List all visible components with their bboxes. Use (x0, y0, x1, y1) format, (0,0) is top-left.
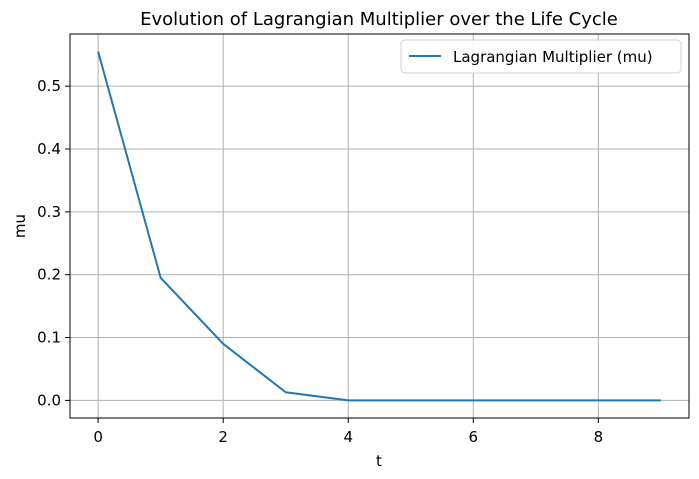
x-tick-label: 0 (93, 428, 103, 446)
y-tick-label: 0.4 (37, 140, 61, 158)
chart-title: Evolution of Lagrangian Multiplier over … (140, 9, 618, 30)
plot-frame (69, 33, 690, 419)
y-tick-label: 0.2 (37, 266, 61, 284)
series-line (97, 51, 661, 402)
x-tick-label: 6 (469, 428, 479, 446)
x-tick-label: 2 (218, 428, 228, 446)
y-axis-label: mu (11, 214, 29, 238)
legend-label: Lagrangian Multiplier (mu) (453, 48, 653, 66)
x-axis-label: t (376, 452, 382, 470)
x-tick-label: 8 (594, 428, 604, 446)
legend-box (400, 39, 682, 74)
y-tick-label: 0.5 (37, 77, 61, 95)
y-tick-label: 0.3 (37, 203, 61, 221)
legend: Lagrangian Multiplier (mu) (400, 39, 682, 74)
y-tick-label: 0.0 (37, 391, 61, 409)
y-tick-label: 0.1 (37, 329, 61, 347)
x-axis-ticks: 0 2 4 6 8 (93, 418, 603, 446)
x-tick-label: 4 (343, 428, 353, 446)
series-layer (97, 51, 661, 402)
grid (70, 34, 689, 418)
y-axis-ticks: 0.0 0.1 0.2 0.3 0.4 0.5 (37, 77, 70, 409)
